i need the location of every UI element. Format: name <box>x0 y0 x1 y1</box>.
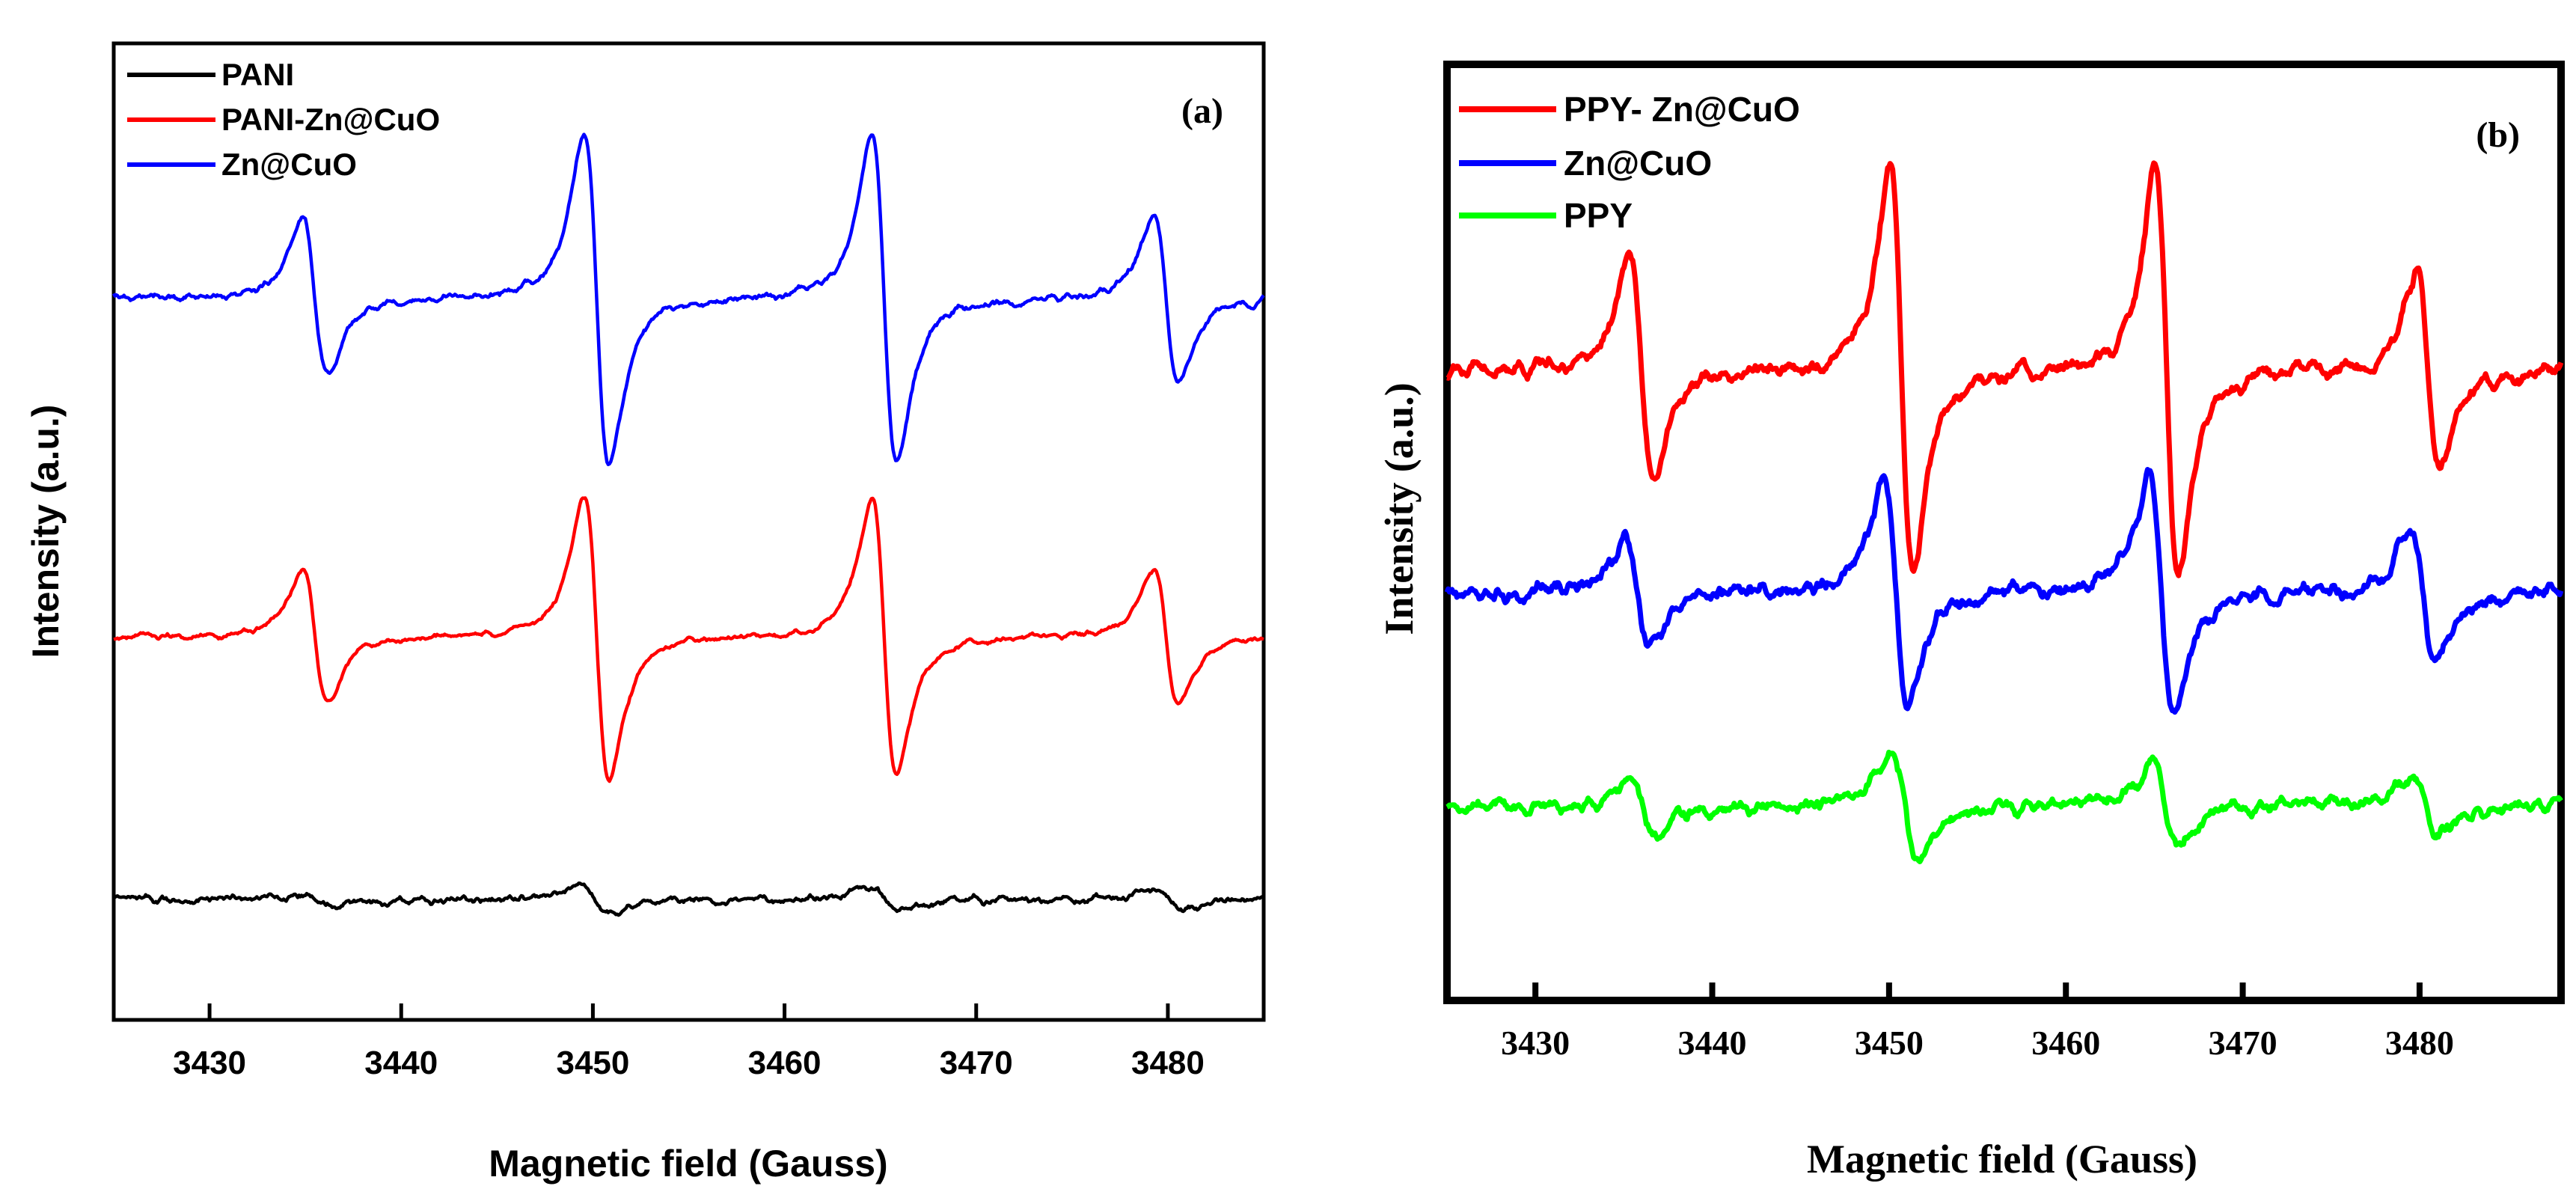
panel-b-x-tick-label-3480: 3480 <box>2385 1024 2454 1062</box>
panel-b-x-tick-label-3470: 3470 <box>2209 1024 2277 1062</box>
panel-a-x-tick-label-3480: 3480 <box>1131 1045 1205 1081</box>
panel-a-plot-frame <box>111 41 1266 1022</box>
panel-b-label: (b) <box>2476 115 2520 155</box>
panel-a-x-tick-label-3460: 3460 <box>748 1045 822 1081</box>
legend-label-ppy: PPY <box>1564 196 1633 235</box>
panel-a-x-axis-title: Magnetic field (Gauss) <box>489 1143 887 1185</box>
panel-a-x-tick-label-3440: 3440 <box>364 1045 438 1081</box>
panel-b-x-tick-label-3460: 3460 <box>2031 1024 2100 1062</box>
panel-a-label: (a) <box>1181 91 1223 131</box>
panel-a-x-tick-label-3450: 3450 <box>556 1045 629 1081</box>
panel-a-legend: PANI PANI-Zn@CuO Zn@CuO <box>127 57 440 182</box>
panel-a-x-tick-label-3470: 3470 <box>940 1045 1013 1081</box>
panel-b-legend: PPY- Zn@CuO Zn@CuO PPY <box>1459 90 1800 235</box>
legend-label-pani-zn-cuo: PANI-Zn@CuO <box>221 102 440 137</box>
legend-label-pani: PANI <box>221 57 294 92</box>
legend-label-zn-cuo-b: Zn@CuO <box>1564 144 1712 183</box>
panel-b-x-tick-label-3430: 3430 <box>1501 1024 1570 1062</box>
panel-b-x-ticks: 3430 3440 3450 3460 3470 3480 <box>1501 982 2454 1062</box>
legend-label-zn-cuo-a: Zn@CuO <box>221 147 357 182</box>
panel-a-series <box>111 132 1265 917</box>
panel-a-series-zn-cuo <box>111 132 1265 467</box>
panel-a-series-pani <box>112 881 1265 917</box>
panel-b-y-axis-title: Intensity (a.u.) <box>1377 382 1422 635</box>
panel-b-plot-frame <box>1443 61 2565 1004</box>
panel-a-x-ticks: 3430 3440 3450 3460 3470 3480 <box>173 1003 1205 1081</box>
legend-label-ppy-zn-cuo: PPY- Zn@CuO <box>1564 90 1800 129</box>
panel-b-series-ppy <box>1445 749 2563 864</box>
panel-b-x-tick-label-3450: 3450 <box>1855 1024 1924 1062</box>
panel-b: 3430 3440 3450 3460 3470 3480 (b) Magnetic fi… <box>1377 61 2565 1182</box>
panel-b-series <box>1444 160 2564 864</box>
panel-a: 3430 3440 3450 3460 3470 3480 (a) Magnetic fi… <box>25 41 1266 1185</box>
panel-a-series-pani-zn-cuo <box>113 496 1264 783</box>
panel-a-x-tick-label-3430: 3430 <box>173 1045 246 1081</box>
panel-b-series-ppy-zn-cuo <box>1445 160 2564 578</box>
panel-a-y-axis-title: Intensity (a.u.) <box>25 405 67 658</box>
panel-b-series-zn-cuo <box>1444 467 2564 715</box>
panel-b-x-axis-title: Magnetic field (Gauss) <box>1807 1137 2197 1182</box>
panel-b-x-tick-label-3440: 3440 <box>1678 1024 1747 1062</box>
